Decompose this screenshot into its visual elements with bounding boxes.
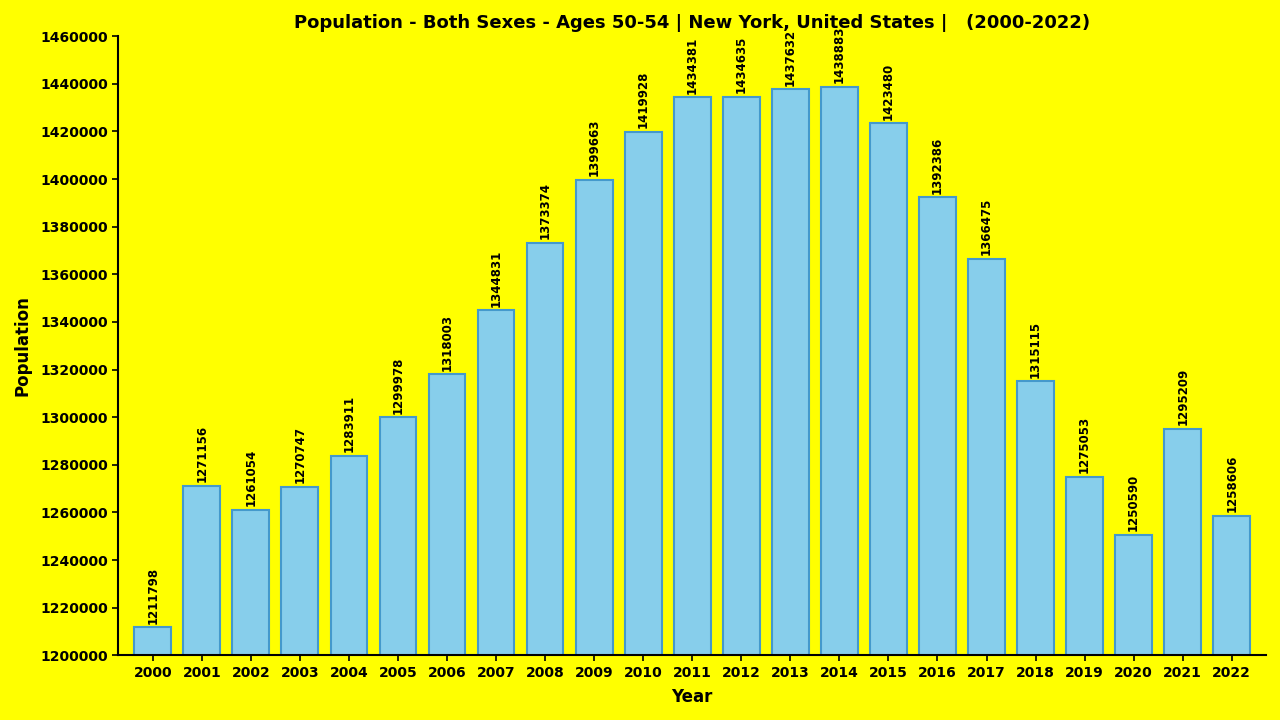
Bar: [625, 132, 662, 720]
Bar: [477, 310, 515, 720]
Bar: [673, 97, 710, 720]
Text: 1299978: 1299978: [392, 356, 404, 414]
Bar: [1115, 535, 1152, 720]
Text: 1423480: 1423480: [882, 63, 895, 120]
Text: 1399663: 1399663: [588, 119, 600, 176]
Bar: [968, 259, 1005, 720]
Title: Population - Both Sexes - Ages 50-54 | New York, United States |   (2000-2022): Population - Both Sexes - Ages 50-54 | N…: [294, 14, 1091, 32]
Bar: [1066, 477, 1103, 720]
Text: 1270747: 1270747: [293, 426, 306, 483]
Text: 1434635: 1434635: [735, 36, 748, 93]
Bar: [183, 486, 220, 720]
Bar: [723, 96, 760, 720]
Text: 1392386: 1392386: [931, 136, 943, 194]
Bar: [1018, 381, 1053, 720]
Text: 1250590: 1250590: [1128, 474, 1140, 531]
Bar: [870, 123, 906, 720]
Text: 1283911: 1283911: [343, 395, 356, 452]
Text: 1261054: 1261054: [244, 449, 257, 506]
Y-axis label: Population: Population: [14, 295, 32, 396]
Text: 1373374: 1373374: [539, 182, 552, 239]
Text: 1437632: 1437632: [783, 29, 797, 86]
Bar: [380, 418, 416, 720]
Bar: [772, 89, 809, 720]
Bar: [919, 197, 956, 720]
Text: 1318003: 1318003: [440, 314, 453, 371]
Bar: [134, 627, 172, 720]
Bar: [233, 510, 269, 720]
Bar: [576, 180, 613, 720]
Text: 1271156: 1271156: [196, 426, 209, 482]
Text: 1211798: 1211798: [146, 567, 159, 624]
Text: 1419928: 1419928: [636, 71, 650, 128]
Text: 1366475: 1366475: [980, 198, 993, 256]
Bar: [1213, 516, 1251, 720]
Text: 1438883: 1438883: [833, 26, 846, 83]
Text: 1295209: 1295209: [1176, 368, 1189, 425]
X-axis label: Year: Year: [672, 688, 713, 706]
Bar: [1165, 428, 1201, 720]
Bar: [429, 374, 466, 720]
Bar: [330, 456, 367, 720]
Text: 1344831: 1344831: [489, 250, 503, 307]
Bar: [820, 86, 858, 720]
Text: 1275053: 1275053: [1078, 416, 1091, 473]
Text: 1315115: 1315115: [1029, 320, 1042, 378]
Text: 1434381: 1434381: [686, 37, 699, 94]
Text: 1258606: 1258606: [1225, 455, 1238, 512]
Bar: [526, 243, 563, 720]
Bar: [282, 487, 319, 720]
